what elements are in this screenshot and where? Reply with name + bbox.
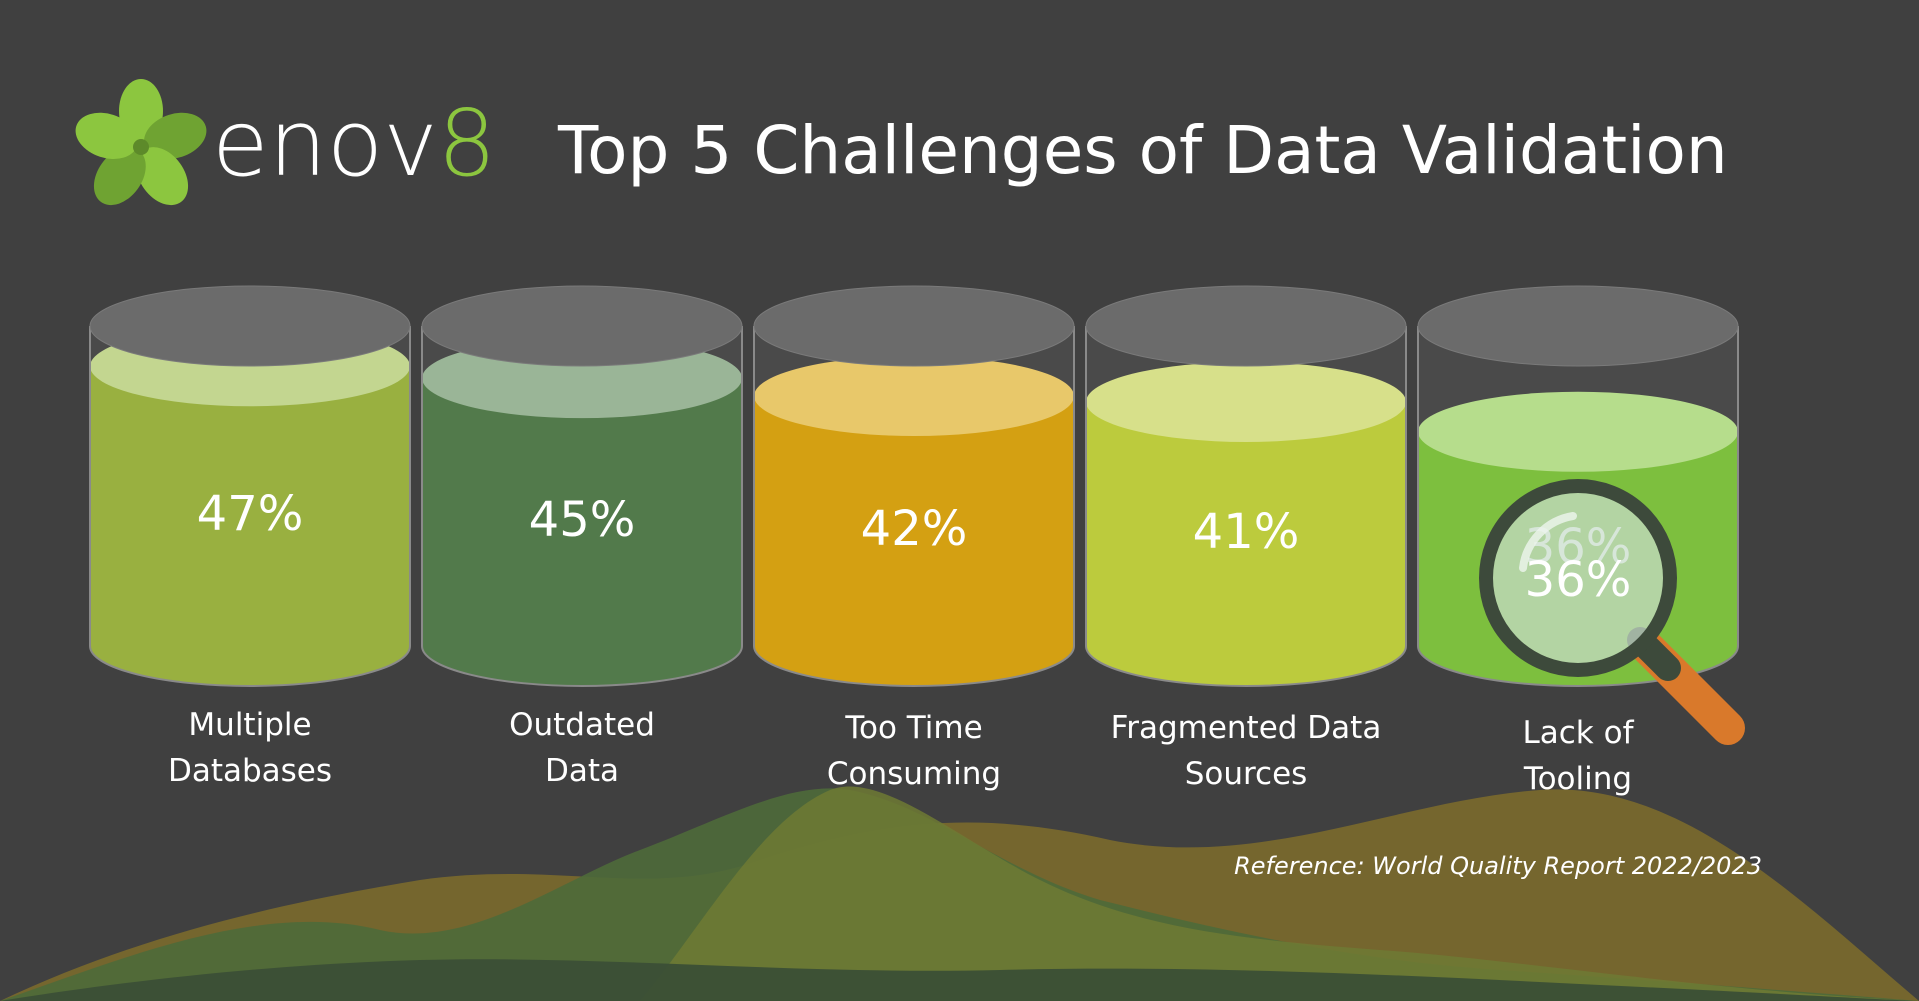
magnifying-glass-icon: 36% [1479, 479, 1745, 745]
cylinder-outline [1085, 326, 1407, 687]
category-label: Databases [168, 753, 332, 789]
cylinder-bar: 47% Multiple Databases [89, 285, 411, 789]
page-title: Top 5 Challenges of Data Validation [557, 112, 1728, 189]
cylinder-cap [421, 285, 743, 367]
cylinder-cap [1085, 285, 1407, 367]
bar-fill [90, 366, 410, 686]
bar-surface [1086, 361, 1406, 442]
magnifier-lens [1479, 479, 1677, 677]
hill-front [0, 959, 1919, 1001]
data-label-magnified: 36% [1525, 552, 1632, 608]
cylinder-outline [753, 326, 1075, 687]
category-label: Data [545, 753, 619, 789]
brand-name-suffix: 8 [438, 90, 497, 197]
cylinder-cap [89, 285, 411, 367]
category-label: Fragmented Data [1111, 710, 1382, 746]
cylinder-outline [1417, 326, 1739, 687]
category-label: Tooling [1523, 761, 1632, 797]
brand-name-prefix: enov [212, 90, 438, 197]
cylinder-outline [89, 326, 411, 687]
data-label: 47% [197, 486, 304, 542]
svg-text:enov8: enov8 [212, 90, 496, 197]
category-label: Too Time [844, 710, 982, 746]
category-label: Multiple [188, 707, 311, 743]
cylinder-bar: 42% Too Time Consuming [753, 285, 1075, 792]
category-label: Sources [1185, 756, 1308, 792]
category-label: Outdated [509, 707, 655, 743]
cylinder-cap [753, 285, 1075, 367]
cylinder-cap [1417, 285, 1739, 367]
enov8-logo: enov8 [75, 79, 496, 206]
category-label: Consuming [827, 756, 1001, 792]
category-label: Lack of [1523, 715, 1635, 751]
data-label: 41% [1193, 504, 1300, 560]
data-label: 42% [861, 501, 968, 557]
magnifier-glare [1519, 512, 1577, 572]
clover-logo-icon [75, 79, 207, 206]
cylinder-outline [421, 326, 743, 687]
bar-surface [754, 356, 1074, 437]
bar-fill [1086, 401, 1406, 686]
background-hills [0, 786, 1919, 1001]
bar-surface [1418, 391, 1738, 472]
cylinder-bar: 41% Fragmented Data Sources [1085, 285, 1407, 792]
bar-fill [754, 396, 1074, 686]
cylinder-bar: 45% Outdated Data [421, 285, 743, 789]
reference-note: Reference: World Quality Report 2022/202… [1234, 852, 1762, 880]
hill-olive [640, 786, 1919, 1001]
bar-fill [422, 378, 742, 686]
data-label: 45% [529, 492, 636, 548]
